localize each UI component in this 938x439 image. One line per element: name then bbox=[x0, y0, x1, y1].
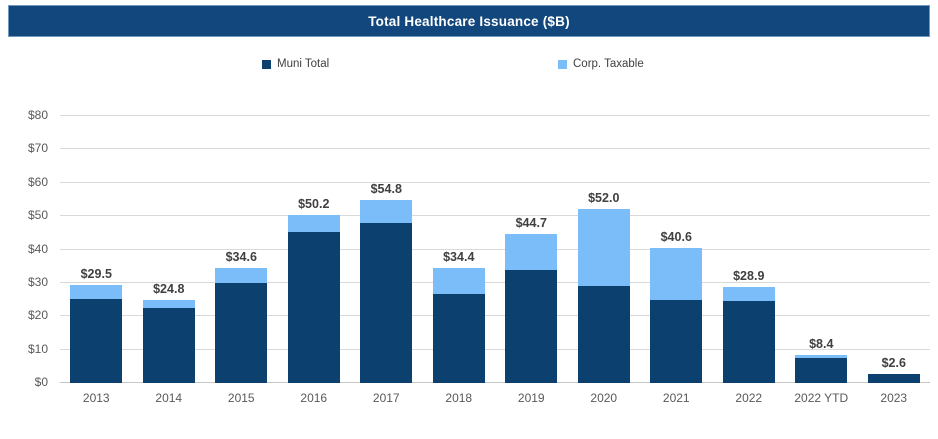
y-tick-label-80: $80 bbox=[27, 108, 48, 122]
bar-total-label-2015: $34.6 bbox=[225, 249, 257, 264]
legend-item-muni-total: Muni Total bbox=[262, 58, 329, 70]
muni-total-swatch-icon bbox=[262, 59, 271, 69]
x-tick-label-2017: 2017 bbox=[372, 391, 400, 405]
y-tick-label-10: $10 bbox=[27, 341, 48, 356]
gridline-40 bbox=[60, 248, 930, 250]
bar-segment-corp-taxable-2013 bbox=[70, 284, 123, 299]
bar-total-label-2020: $52.0 bbox=[588, 191, 620, 206]
bar-total-label-2019: $44.7 bbox=[515, 215, 547, 230]
bar-segment-muni-total-2018 bbox=[432, 293, 485, 383]
bar-segment-muni-total-2020 bbox=[577, 286, 630, 383]
chart-title-bar: Total Healthcare Issuance ($B) bbox=[8, 5, 930, 37]
y-tick-label-40: $40 bbox=[27, 241, 48, 256]
x-tick-label-2015: 2015 bbox=[227, 391, 255, 405]
x-tick-label-2021: 2021 bbox=[662, 391, 690, 405]
bar-segment-corp-taxable-2018 bbox=[432, 268, 485, 294]
x-tick-label-2022: 2022 bbox=[735, 391, 763, 405]
bar-segment-muni-total-2016 bbox=[287, 232, 340, 383]
gridline-70 bbox=[60, 148, 930, 150]
y-tick-label-20: $20 bbox=[27, 308, 48, 323]
bar-segment-muni-total-2017 bbox=[360, 222, 413, 383]
bar-segment-muni-total-2019 bbox=[505, 269, 558, 383]
gridline-50 bbox=[60, 215, 930, 217]
chart-title: Total Healthcare Issuance ($B) bbox=[368, 13, 570, 29]
bar-total-label-2023: $2.6 bbox=[881, 356, 906, 371]
gridline-0 bbox=[60, 382, 930, 383]
y-tick-label-50: $50 bbox=[27, 208, 48, 223]
bar-segment-muni-total-2022-ytd bbox=[795, 357, 848, 383]
x-tick-label-2020: 2020 bbox=[590, 391, 618, 405]
x-tick-label-2022-ytd: 2022 YTD bbox=[794, 391, 849, 405]
bar-segment-muni-total-2015 bbox=[215, 282, 268, 383]
bar-segment-corp-taxable-2019 bbox=[505, 233, 558, 270]
y-tick-label-30: $30 bbox=[27, 274, 48, 289]
bar-total-label-2021: $40.6 bbox=[660, 229, 692, 244]
x-tick-label-2014: 2014 bbox=[155, 391, 183, 405]
bar-segment-muni-total-2014 bbox=[142, 307, 195, 383]
x-axis: 2013 2014 2015 2016 2017 2018 2019 2020 2021 2022… bbox=[60, 391, 930, 411]
x-tick-label-2023: 2023 bbox=[880, 391, 908, 405]
x-tick-label-2019: 2019 bbox=[517, 391, 545, 405]
bar-segment-corp-taxable-2017 bbox=[360, 200, 413, 223]
legend-label-corp-taxable: Corp. Taxable bbox=[573, 58, 644, 70]
y-tick-label-60: $60 bbox=[27, 174, 48, 189]
y-axis: $0 $10 $20 $30 $40 $50 $60 $70 $80 bbox=[0, 108, 54, 389]
bar-segment-corp-taxable-2020 bbox=[577, 209, 630, 287]
bar-segment-muni-total-2021 bbox=[650, 299, 703, 383]
bar-segment-corp-taxable-2014 bbox=[142, 300, 195, 308]
bar-total-label-2017: $54.8 bbox=[370, 182, 402, 197]
y-tick-label-70: $70 bbox=[27, 141, 48, 156]
bar-total-label-2013: $29.5 bbox=[80, 266, 112, 281]
bar-total-label-2018: $34.4 bbox=[443, 250, 475, 265]
gridline-80 bbox=[60, 115, 930, 116]
x-tick-label-2013: 2013 bbox=[82, 391, 110, 405]
legend-label-muni-total: Muni Total bbox=[277, 58, 330, 70]
gridline-60 bbox=[60, 181, 930, 183]
bar-total-label-2022-ytd: $8.4 bbox=[809, 336, 834, 351]
bar-segment-corp-taxable-2015 bbox=[215, 267, 268, 283]
corp-taxable-swatch-icon bbox=[558, 59, 567, 69]
legend-item-corp-taxable: Corp. Taxable bbox=[558, 58, 644, 70]
bar-segment-corp-taxable-2016 bbox=[287, 215, 340, 233]
bar-segment-corp-taxable-2022 bbox=[722, 286, 775, 302]
bar-segment-muni-total-2022 bbox=[722, 301, 775, 383]
x-tick-label-2016: 2016 bbox=[300, 391, 328, 405]
x-tick-label-2018: 2018 bbox=[445, 391, 473, 405]
bar-total-label-2014: $24.8 bbox=[153, 282, 185, 297]
bar-total-label-2022: $28.9 bbox=[733, 268, 765, 283]
gridline-20 bbox=[60, 315, 930, 317]
bar-total-label-2016: $50.2 bbox=[298, 197, 330, 212]
gridline-30 bbox=[60, 281, 930, 283]
y-tick-label-0: $0 bbox=[34, 375, 48, 389]
bar-segment-muni-total-2023 bbox=[867, 374, 920, 383]
bar-segment-muni-total-2013 bbox=[70, 298, 123, 383]
plot-area: $29.5 $24.8 $34.6 $50.2 $54.8 $34.4 $44.7 $52.0… bbox=[60, 115, 930, 383]
gridline-10 bbox=[60, 348, 930, 350]
bar-segment-corp-taxable-2022-ytd bbox=[795, 354, 848, 358]
bar-segment-corp-taxable-2021 bbox=[650, 247, 703, 300]
